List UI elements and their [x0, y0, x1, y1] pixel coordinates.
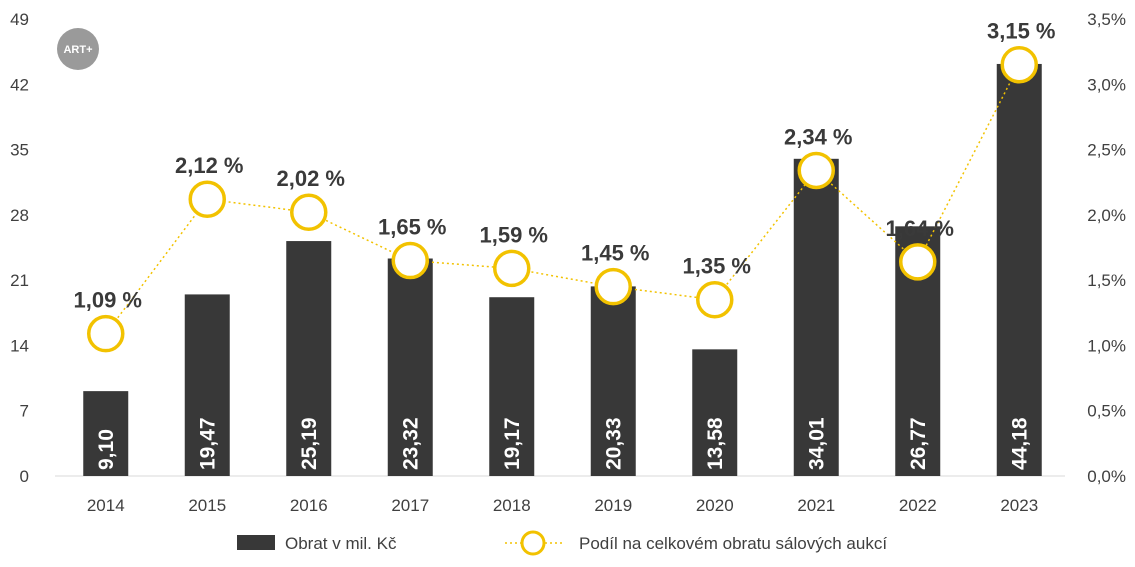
x-axis-tick: 2021 [797, 496, 835, 515]
left-axis-tick: 49 [10, 10, 29, 29]
x-axis-tick: 2022 [899, 496, 937, 515]
share-value-label: 1,59 % [480, 222, 549, 247]
art-plus-logo: ART+ [57, 28, 99, 70]
left-axis-tick: 42 [10, 75, 29, 94]
bar-value-label: 9,10 [95, 429, 118, 470]
share-value-label: 2,12 % [175, 153, 244, 178]
share-value-label: 2,02 % [277, 166, 346, 191]
right-axis-tick: 3,5% [1087, 10, 1126, 29]
line-series: 1,09 % 2,12 % 2,02 % 1,65 % 1,59 % 1,45 % 1,35… [74, 19, 1056, 353]
x-axis: 2014 2015 2016 2017 2018 2019 2020 2021 2022 2023 [87, 496, 1038, 515]
legend-line-marker [520, 530, 546, 556]
share-value-label: 1,64 % [886, 216, 955, 241]
logo-text: ART+ [63, 44, 92, 56]
x-axis-tick: 2018 [493, 496, 531, 515]
bar [83, 391, 129, 476]
x-axis-tick: 2014 [87, 496, 125, 515]
share-marker [290, 193, 328, 231]
right-axis-tick: 2,5% [1087, 141, 1126, 160]
bar [590, 286, 636, 476]
share-marker [899, 243, 937, 281]
bar-value-label: 34,01 [805, 417, 828, 470]
left-axis: 0 7 14 21 28 35 42 49 [10, 10, 29, 486]
bar-value-label: 44,18 [1008, 417, 1031, 470]
x-axis-tick: 2015 [188, 496, 226, 515]
right-axis-tick: 3,0% [1087, 75, 1126, 94]
left-axis-tick: 7 [20, 402, 29, 421]
bar [793, 158, 839, 476]
share-marker [391, 241, 429, 280]
share-value-label: 3,15 % [987, 19, 1056, 44]
legend-bar-label: Obrat v mil. Kč [285, 534, 397, 553]
share-marker [594, 267, 632, 306]
x-axis-tick: 2019 [594, 496, 632, 515]
share-line [105, 64, 1020, 335]
bar-value-label: 19,47 [196, 417, 219, 470]
share-marker [188, 180, 226, 218]
bar [489, 297, 535, 476]
bar-value-label: 26,77 [907, 417, 930, 470]
legend-line-label: Podíl na celkovém obratu sálových aukcí [579, 534, 887, 553]
x-axis-tick: 2020 [696, 496, 734, 515]
bar [387, 258, 433, 476]
share-marker [696, 280, 734, 319]
right-axis-tick: 0,0% [1087, 467, 1126, 486]
left-axis-tick: 14 [10, 336, 29, 355]
right-axis-tick: 1,0% [1087, 336, 1126, 355]
bar-value-label: 23,32 [399, 417, 422, 470]
bar [184, 294, 230, 476]
legend-bar-swatch [237, 535, 275, 550]
left-axis-tick: 35 [10, 141, 29, 160]
share-marker [493, 249, 531, 288]
share-marker [1000, 45, 1038, 84]
left-axis-tick: 0 [20, 467, 29, 486]
x-axis-tick: 2023 [1000, 496, 1038, 515]
logo-circle [57, 28, 99, 70]
share-value-label: 2,34 % [784, 124, 853, 149]
bar-value-label: 19,17 [501, 417, 524, 470]
right-axis-tick: 2,0% [1087, 206, 1126, 225]
share-value-label: 1,65 % [378, 215, 447, 240]
bar-series: 9,10 19,47 25,19 23,32 19,17 20,33 13,58 34,01 2… [83, 63, 1042, 476]
bar [286, 241, 332, 476]
share-value-label: 1,35 % [683, 254, 752, 279]
right-axis-tick: 1,5% [1087, 271, 1126, 290]
bar-value-label: 20,33 [602, 417, 625, 470]
share-marker [797, 151, 835, 190]
bar-value-label: 25,19 [298, 417, 321, 470]
share-value-label: 1,09 % [74, 288, 143, 313]
bar [996, 63, 1042, 476]
legend: Obrat v mil. Kč Podíl na celkovém obratu… [237, 530, 887, 556]
share-value-label: 1,45 % [581, 241, 650, 266]
left-axis-tick: 21 [10, 271, 29, 290]
bar-value-label: 13,58 [704, 417, 727, 470]
x-axis-tick: 2016 [290, 496, 328, 515]
left-axis-tick: 28 [10, 206, 29, 225]
bar [692, 349, 738, 476]
share-marker [87, 314, 125, 353]
right-axis-tick: 0,5% [1087, 402, 1126, 421]
right-axis: 0,0% 0,5% 1,0% 1,5% 2,0% 2,5% 3,0% 3,5% [1087, 10, 1126, 486]
x-axis-tick: 2017 [391, 496, 429, 515]
